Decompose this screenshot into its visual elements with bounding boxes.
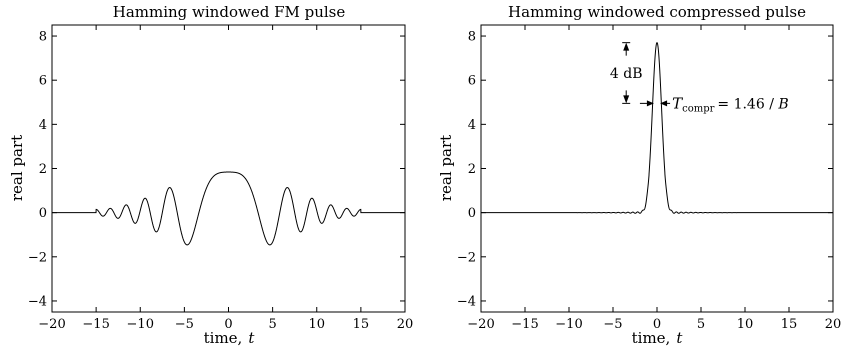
right-x-axis-label-text: time, [632,329,671,347]
right-chart-title: Hamming windowed compressed pulse [508,3,806,21]
left-x-tick-label: 20 [397,317,414,332]
width-expression: = 1.46 / [717,96,778,112]
left-chart: Hamming windowed FM pulse −20 −15 −10 −5 0 5 1… [8,3,413,347]
left-series-line [52,171,405,246]
width-symbol: T [672,94,683,112]
left-y-tick-label: 4 [39,118,47,133]
right-y-tick-label: 6 [468,74,476,89]
right-x-tick-label: −20 [467,317,494,332]
right-y-tick-label: 4 [468,118,476,133]
right-chart: Hamming windowed compressed pulse −20 −15… [437,3,841,347]
left-x-axis-label-text: time, [204,329,243,347]
left-y-tick-label: 2 [39,162,47,177]
right-x-axis-label-var: t [676,329,683,347]
left-x-tick-label: 0 [224,317,232,332]
left-x-tick-label: −15 [82,317,109,332]
right-x-tick-label: −5 [603,317,622,332]
left-x-tick-label: 10 [308,317,325,332]
left-y-tick-label: 0 [39,206,47,221]
left-y-tick-label: −2 [28,250,47,265]
right-y-tick-label: 0 [468,206,476,221]
right-y-tick-label: −2 [457,250,476,265]
right-y-tick-label: 8 [468,30,476,45]
left-x-tick-label: −10 [127,317,154,332]
right-series-line [481,42,833,214]
right-plot-frame [480,24,834,313]
right-x-tick-label: 5 [697,317,705,332]
width-subscript: compr [682,103,715,114]
gain-bottom-arrowhead [623,95,630,104]
left-plot-frame [51,24,406,313]
width-variable: B [777,96,788,112]
left-y-tick-label: 6 [39,74,47,89]
right-x-tick-label: 10 [737,317,754,332]
gain-label: 4 dB [610,66,643,82]
left-x-axis-label-var: t [248,329,255,347]
left-x-tick-label: 5 [268,317,276,332]
right-y-axis-label: real part [437,135,455,201]
right-x-tick-label: −10 [555,317,582,332]
width-right-arrowhead [660,100,668,107]
width-label: Tcompr = 1.46 / B [672,94,789,114]
left-x-tick-label: −20 [38,317,65,332]
left-x-tick-label: −5 [175,317,194,332]
right-y-tick-label: 2 [468,162,476,177]
right-x-tick-label: 20 [825,317,842,332]
left-y-tick-label: −4 [28,294,47,309]
gain-top-arrowhead [623,42,630,51]
right-x-tick-label: 0 [653,317,661,332]
right-x-axis-label: time, t [632,329,684,347]
right-x-tick-label: 15 [781,317,798,332]
left-chart-title: Hamming windowed FM pulse [113,3,346,21]
left-y-tick-label: 8 [39,30,47,45]
right-x-tick-label: −15 [511,317,538,332]
left-y-axis-label: real part [8,135,26,201]
left-x-axis-label: time, t [204,329,256,347]
width-left-arrowhead [646,100,654,107]
pulse-annotations: 4 dB Tcompr = 1.46 / B [610,42,789,114]
left-x-tick-label: 15 [353,317,370,332]
right-y-tick-label: −4 [457,294,476,309]
